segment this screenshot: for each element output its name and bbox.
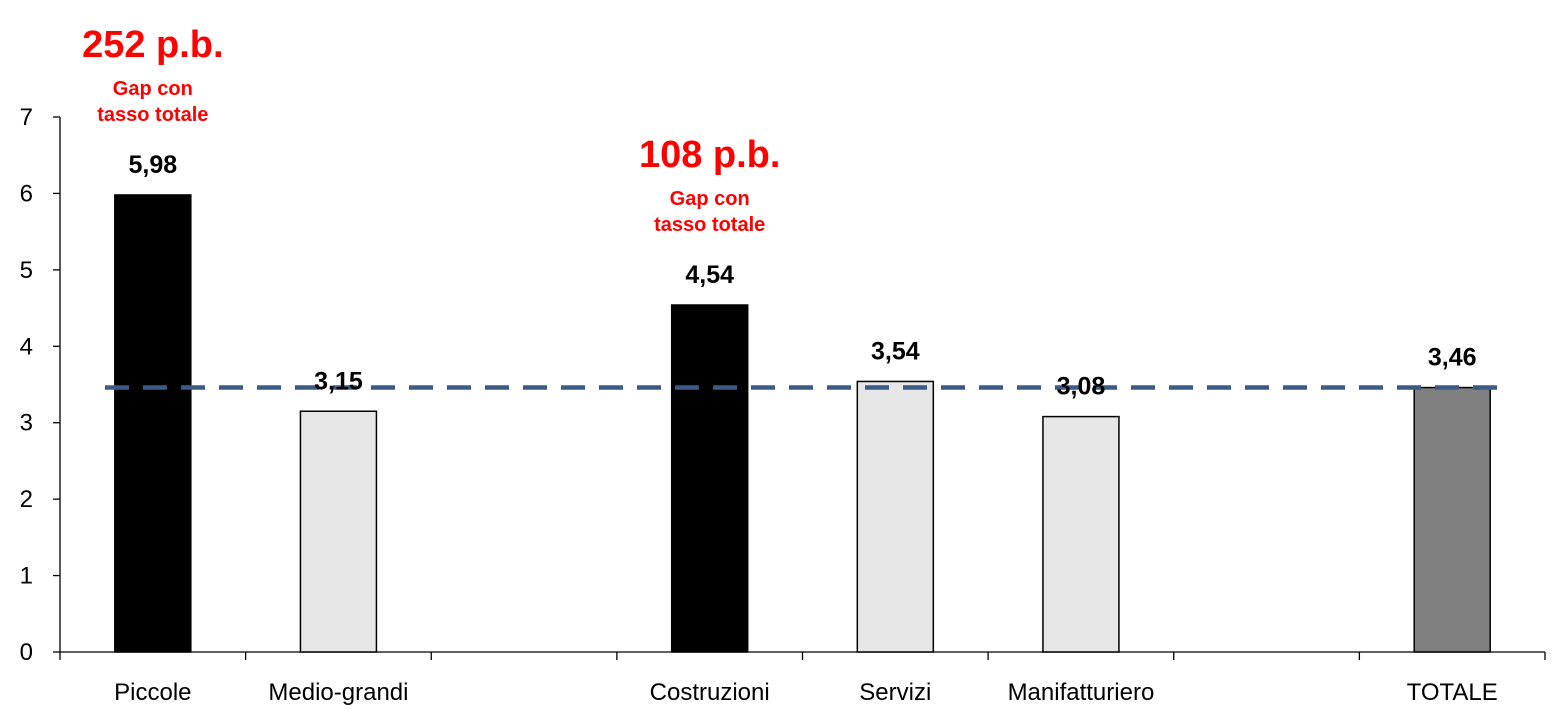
x-category-label: Piccole [114,679,191,706]
y-tick-label: 5 [20,257,33,284]
y-tick-label: 4 [20,333,33,360]
x-category-label: Medio-grandi [268,679,408,706]
bar [1413,386,1491,653]
gap-annotation-caption: Gap con [670,188,750,210]
gap-annotation-value: 252 p.b. [82,24,224,66]
bar [1042,415,1120,653]
y-axis: 0 1 2 3 4 5 6 7 [20,104,61,666]
x-category-label: TOTALE [1407,679,1498,706]
bar [670,304,749,653]
y-tick-label: 1 [20,563,33,590]
bar-value-label: 4,54 [685,261,734,289]
gap-annotation-caption: tasso totale [97,104,208,126]
x-category-label: Costruzioni [650,679,770,706]
bar-value-label: 3,46 [1428,344,1477,372]
y-tick-label: 0 [20,639,33,666]
x-category-label: Servizi [859,679,931,706]
y-tick-label: 6 [20,180,33,207]
bar-value-label: 3,15 [314,367,363,395]
y-tick-label: 2 [20,486,33,513]
gap-annotation-value: 108 p.b. [639,134,781,176]
bar-value-label: 3,54 [871,337,920,365]
value-labels: 5,98 3,15 4,54 3,54 3,08 3,46 [128,151,1476,401]
bar-value-label: 3,08 [1057,373,1106,401]
bars [114,194,1491,653]
x-axis: Piccole Medio-grandi Costruzioni Servizi Man… [59,651,1546,706]
y-tick-label: 7 [20,104,33,131]
y-tick-label: 3 [20,410,33,437]
gap-annotation-caption: Gap con [113,78,193,100]
gap-annotation-caption: tasso totale [654,214,765,236]
bar-value-label: 5,98 [128,151,177,179]
bar [299,410,378,653]
bar [856,380,935,653]
annotations: 252 p.b. Gap con tasso totale 108 p.b. Gap c… [82,24,780,236]
bar [114,194,192,653]
x-category-label: Manifatturiero [1008,679,1155,706]
